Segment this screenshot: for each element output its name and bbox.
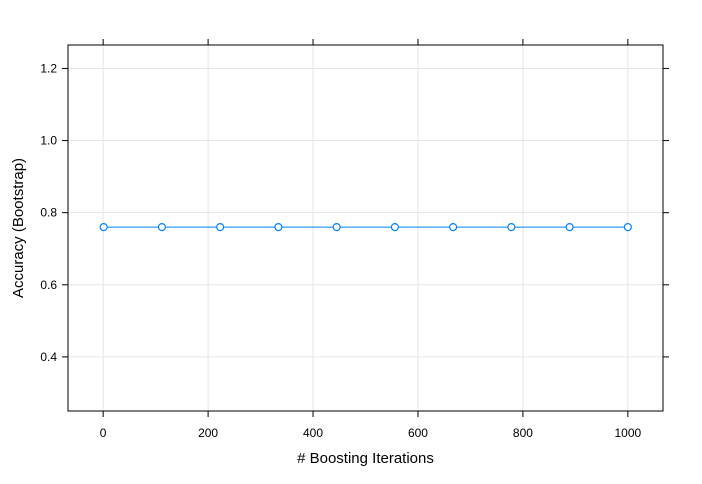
x-tick-label: 0 — [100, 426, 107, 440]
x-tick-label: 800 — [513, 426, 533, 440]
data-point — [274, 222, 283, 232]
plot-frame — [67, 44, 664, 412]
x-tick-label: 400 — [303, 426, 323, 440]
grid — [68, 45, 663, 411]
data-point — [99, 222, 108, 232]
data-point — [390, 222, 399, 232]
y-tick-label: 0.4 — [40, 350, 57, 364]
x-tick-label: 200 — [198, 426, 218, 440]
y-tick-label: 0.6 — [40, 278, 57, 292]
y-axis-title: Accuracy (Bootstrap) — [10, 158, 27, 298]
data-point — [449, 222, 458, 232]
x-tick-label: 1000 — [614, 426, 641, 440]
data-point — [623, 222, 632, 232]
data-point — [157, 222, 167, 232]
y-tick-label: 1.0 — [40, 134, 57, 148]
data-point — [332, 222, 341, 232]
data-point — [565, 222, 574, 232]
y-tick-label: 0.8 — [40, 206, 57, 220]
data-point — [507, 222, 516, 232]
x-tick-label: 600 — [408, 426, 428, 440]
data-point — [216, 222, 225, 232]
series-layer — [99, 222, 632, 232]
y-tick-label: 1.2 — [40, 61, 57, 75]
x-axis-title: # Boosting Iterations — [297, 450, 434, 467]
ticks: 0 200 400 600 800 1000 0.4 0.6 0.8 1.0 1.2 — [40, 39, 669, 440]
